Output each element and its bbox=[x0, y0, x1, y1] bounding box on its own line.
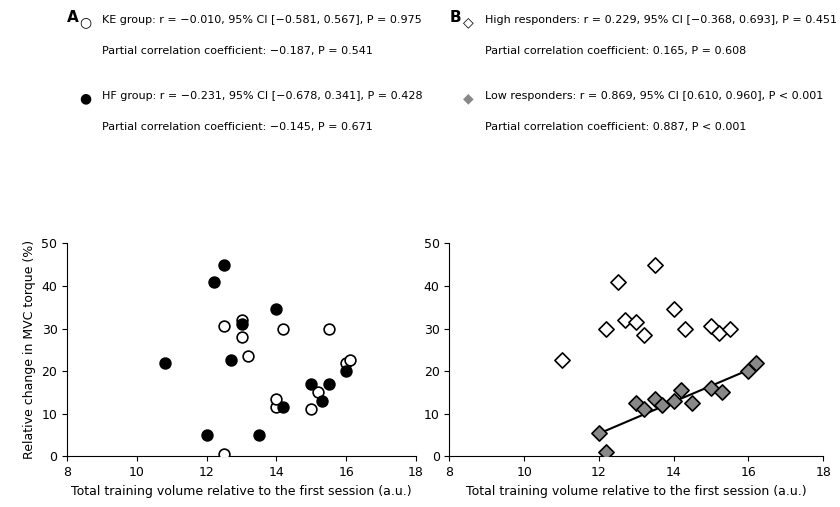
Point bbox=[611, 278, 624, 286]
Point bbox=[675, 386, 688, 394]
Text: Low responders: r = 0.869, 95% CI [0.610, 0.960], P < 0.001: Low responders: r = 0.869, 95% CI [0.610… bbox=[485, 91, 823, 101]
Point bbox=[667, 305, 680, 313]
Point bbox=[270, 305, 283, 313]
Point bbox=[600, 324, 613, 333]
Point bbox=[656, 401, 669, 409]
Point bbox=[592, 429, 606, 437]
Point bbox=[630, 318, 643, 326]
Point bbox=[305, 406, 318, 414]
Point bbox=[630, 399, 643, 407]
Point bbox=[685, 399, 699, 407]
Point bbox=[711, 329, 725, 337]
Point bbox=[235, 320, 249, 329]
Point bbox=[305, 380, 318, 388]
Point bbox=[618, 316, 632, 324]
Point bbox=[218, 322, 231, 331]
Point bbox=[600, 448, 613, 456]
Point bbox=[648, 395, 662, 403]
Text: Partial correlation coefficient: −0.187, P = 0.541: Partial correlation coefficient: −0.187,… bbox=[102, 46, 373, 56]
Point bbox=[742, 367, 755, 375]
Y-axis label: Relative change in MVC torque (%): Relative change in MVC torque (%) bbox=[23, 240, 36, 459]
Point bbox=[637, 331, 650, 339]
Text: Partial correlation coefficient: 0.165, P = 0.608: Partial correlation coefficient: 0.165, … bbox=[485, 46, 746, 56]
Point bbox=[252, 431, 265, 439]
Point bbox=[723, 324, 737, 333]
Point bbox=[339, 358, 353, 367]
Point bbox=[235, 316, 249, 324]
Point bbox=[716, 388, 729, 396]
Point bbox=[315, 397, 328, 405]
X-axis label: Total training volume relative to the first session (a.u.): Total training volume relative to the fi… bbox=[71, 485, 412, 497]
Point bbox=[322, 380, 335, 388]
Text: A: A bbox=[67, 10, 79, 25]
Point bbox=[322, 324, 335, 333]
Point bbox=[678, 324, 691, 333]
Point bbox=[339, 367, 353, 375]
Point bbox=[270, 395, 283, 403]
Point bbox=[312, 388, 325, 396]
Text: HF group: r = −0.231, 95% CI [−0.678, 0.341], P = 0.428: HF group: r = −0.231, 95% CI [−0.678, 0.… bbox=[102, 91, 423, 101]
Point bbox=[200, 431, 213, 439]
Point bbox=[207, 278, 220, 286]
Point bbox=[270, 403, 283, 411]
Text: KE group: r = −0.010, 95% CI [−0.581, 0.567], P = 0.975: KE group: r = −0.010, 95% CI [−0.581, 0.… bbox=[102, 15, 423, 25]
Text: Partial correlation coefficient: −0.145, P = 0.671: Partial correlation coefficient: −0.145,… bbox=[102, 122, 373, 132]
Text: ○: ○ bbox=[80, 15, 92, 29]
Point bbox=[667, 397, 680, 405]
Point bbox=[637, 406, 650, 414]
Point bbox=[158, 358, 171, 367]
Point bbox=[218, 450, 231, 458]
Text: B: B bbox=[449, 10, 461, 25]
Point bbox=[224, 356, 238, 365]
Text: High responders: r = 0.229, 95% CI [−0.368, 0.693], P = 0.451: High responders: r = 0.229, 95% CI [−0.3… bbox=[485, 15, 837, 25]
Point bbox=[276, 403, 290, 411]
Point bbox=[235, 333, 249, 341]
Text: Partial correlation coefficient: 0.887, P < 0.001: Partial correlation coefficient: 0.887, … bbox=[485, 122, 746, 132]
Point bbox=[749, 358, 763, 367]
X-axis label: Total training volume relative to the first session (a.u.): Total training volume relative to the fi… bbox=[466, 485, 806, 497]
Point bbox=[704, 384, 717, 392]
Text: ◇: ◇ bbox=[463, 15, 473, 29]
Point bbox=[704, 322, 717, 331]
Point bbox=[218, 261, 231, 269]
Point bbox=[554, 356, 568, 365]
Text: ◆: ◆ bbox=[463, 91, 473, 105]
Point bbox=[343, 356, 356, 365]
Point bbox=[242, 352, 255, 360]
Point bbox=[276, 324, 290, 333]
Text: ●: ● bbox=[80, 91, 92, 105]
Point bbox=[648, 261, 662, 269]
